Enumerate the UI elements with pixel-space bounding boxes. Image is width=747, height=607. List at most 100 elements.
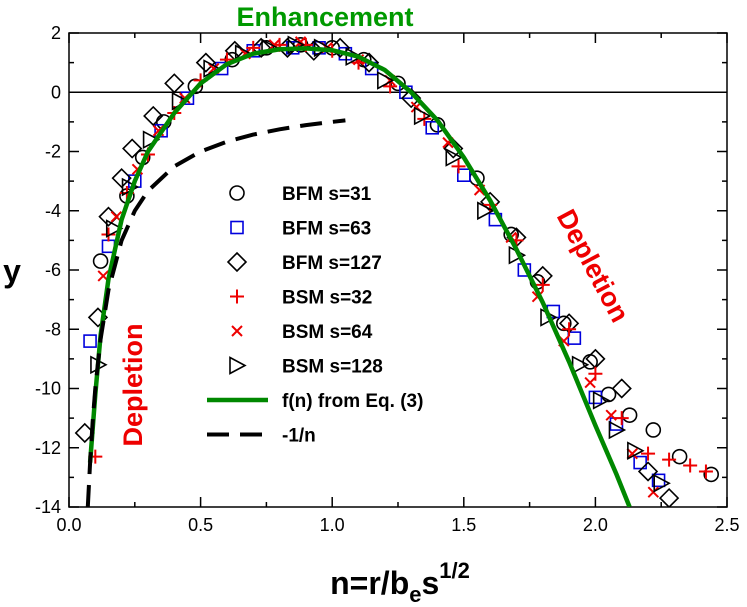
x-axis-label-sup: 1/2 xyxy=(439,558,470,583)
legend-item-1-n: -1/n xyxy=(207,426,316,447)
data-point-bfm-s-127 xyxy=(143,105,164,127)
data-point-bfm-s-63 xyxy=(214,61,229,76)
legend-label: BSM s=64 xyxy=(282,322,373,343)
legend-label: BFM s=31 xyxy=(282,184,372,205)
data-point-bfm-s-127 xyxy=(195,52,216,73)
series-layer xyxy=(74,35,720,507)
series-line-1-n xyxy=(85,118,346,507)
data-point-bfm-s-63 xyxy=(633,455,647,470)
legend-label: BSM s=128 xyxy=(282,357,383,378)
x-axis-label-sub: e xyxy=(409,582,421,607)
x-tick-label: 1.5 xyxy=(451,515,476,535)
y-tick-label: -10 xyxy=(35,379,61,399)
data-point-bsm-s-128 xyxy=(592,391,611,410)
data-point-bfm-s-127 xyxy=(251,37,272,58)
data-point-bsm-s-128 xyxy=(653,473,671,493)
data-point-bfm-s-127 xyxy=(122,138,143,159)
legend: BFM s=31 BFM s=63 BFM s=127 BSM s=32 BSM s=6… xyxy=(207,184,423,447)
data-point-bsm-s-128 xyxy=(477,201,495,221)
y-tick-label: -2 xyxy=(45,142,61,162)
y-tick-label: 0 xyxy=(51,82,61,102)
data-point-bfm-s-127 xyxy=(329,37,351,58)
legend-item-bfm-s-63: BFM s=63 xyxy=(230,219,371,240)
annotation-depletion-left: Depletion xyxy=(118,323,148,446)
legend-label: BFM s=63 xyxy=(282,219,371,240)
legend-label: -1/n xyxy=(282,426,316,447)
x-tick-label: 0.0 xyxy=(56,515,81,535)
legend-item-bsm-s-32: BSM s=32 xyxy=(230,288,372,309)
data-point-bfm-s-127 xyxy=(611,378,632,399)
x-tick-label: 2.5 xyxy=(714,515,739,535)
x-axis-label-tail: s xyxy=(421,565,439,601)
data-point-bsm-s-128 xyxy=(627,441,645,461)
data-point-bfm-s-63 xyxy=(425,121,440,135)
legend-marker xyxy=(226,251,248,273)
series-1-n xyxy=(85,118,346,507)
data-point-bfm-s-31 xyxy=(556,315,572,332)
x-tick-label: 2.0 xyxy=(583,515,608,535)
x-axis-label-main: n=r/b xyxy=(330,565,409,601)
annotation-enhancement: Enhancement xyxy=(236,2,413,32)
data-point-bsm-s-32 xyxy=(662,452,677,467)
legend-item-bfm-s-31: BFM s=31 xyxy=(229,184,372,205)
data-point-bfm-s-127 xyxy=(164,73,185,94)
data-point-bsm-s-32 xyxy=(698,464,713,479)
data-point-bsm-s-128 xyxy=(608,420,627,440)
legend-marker xyxy=(230,220,244,235)
legend-item-bsm-s-128: BSM s=128 xyxy=(229,356,383,378)
legend-marker xyxy=(230,289,244,304)
plot-area xyxy=(68,32,728,508)
data-point-bsm-s-128 xyxy=(445,148,463,167)
y-tick-label: -6 xyxy=(45,260,61,280)
legend-marker xyxy=(229,356,247,375)
data-point-bfm-s-31 xyxy=(92,253,109,269)
data-point-bsm-s-32 xyxy=(535,277,550,292)
y-tick-label: 2 xyxy=(51,23,61,43)
data-point-bfm-s-63 xyxy=(588,390,603,405)
annotation-depletion-right: Depletion xyxy=(551,204,635,327)
data-point-bsm-s-128 xyxy=(345,47,363,67)
y-tick-label: -12 xyxy=(35,438,61,458)
data-point-bsm-s-32 xyxy=(101,227,116,242)
data-point-bsm-s-32 xyxy=(451,159,466,174)
y-tick-label: -4 xyxy=(45,201,61,221)
data-point-bfm-s-127 xyxy=(401,88,422,109)
data-point-bfm-s-127 xyxy=(111,168,132,189)
data-point-bfm-s-63 xyxy=(154,123,168,138)
data-point-bsm-s-32 xyxy=(562,322,577,337)
data-point-bsm-s-64 xyxy=(584,376,596,389)
data-point-bfm-s-63 xyxy=(456,168,471,182)
data-point-bfm-s-31 xyxy=(703,466,720,483)
y-tick-label: -8 xyxy=(45,319,61,339)
data-point-bsm-s-64 xyxy=(605,409,617,421)
x-tick-label: 1.0 xyxy=(320,515,345,535)
data-point-bsm-s-32 xyxy=(641,446,656,461)
legend-marker xyxy=(231,325,243,337)
data-point-bsm-s-128 xyxy=(105,219,124,238)
data-point-bsm-s-64 xyxy=(626,447,638,460)
data-point-bfm-s-127 xyxy=(658,487,680,507)
data-point-bfm-s-63 xyxy=(567,331,582,345)
legend-item-f-n-from-eq-3: f(n) from Eq. (3) xyxy=(207,391,423,412)
y-tick-label: -14 xyxy=(35,497,61,517)
legend-item-bsm-s-64: BSM s=64 xyxy=(231,322,373,343)
data-point-bfm-s-127 xyxy=(443,138,464,159)
legend-label: BFM s=127 xyxy=(282,253,382,274)
data-point-bfm-s-31 xyxy=(671,448,688,465)
legend-marker xyxy=(229,185,245,201)
series-f-n-from-eq-3 xyxy=(87,46,632,507)
data-point-bfm-s-63 xyxy=(83,334,97,348)
legend-item-bfm-s-127: BFM s=127 xyxy=(226,251,382,274)
legend-label: BSM s=32 xyxy=(282,288,372,309)
series-line-f-n-from-eq-3 xyxy=(87,46,632,507)
data-point-bsm-s-64 xyxy=(647,486,660,498)
data-point-bfm-s-127 xyxy=(98,206,119,227)
data-point-bsm-s-128 xyxy=(413,106,432,126)
y-axis-label: y xyxy=(3,253,21,289)
data-point-bfm-s-31 xyxy=(645,422,662,438)
data-point-bsm-s-32 xyxy=(614,411,629,426)
x-axis-label: n=r/bes1/2 xyxy=(330,558,470,607)
data-point-bsm-s-32 xyxy=(683,458,698,473)
axis-ticks: 0.0 0.5 1.0 1.5 2.0 2.5 -14 -12 -10 -8 -6 -4 -2 0 2 xyxy=(35,23,740,535)
